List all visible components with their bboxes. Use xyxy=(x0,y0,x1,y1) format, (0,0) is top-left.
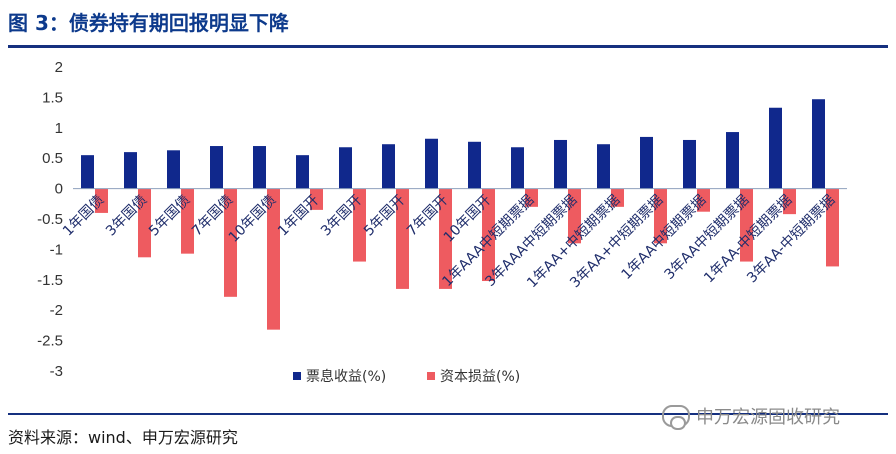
capital-bar xyxy=(138,188,151,258)
capital-bar xyxy=(611,188,624,207)
coupon-bar xyxy=(124,152,137,189)
y-tick-label: -0.5 xyxy=(37,211,63,228)
source-note: 资料来源：wind、申万宏源研究 xyxy=(8,428,238,447)
y-tick-label: 0.5 xyxy=(42,150,63,167)
category-label: 1年国开 xyxy=(275,192,322,239)
coupon-bar xyxy=(81,155,94,189)
watermark: 申万宏源固收研究 xyxy=(662,403,840,430)
y-tick-label: 2 xyxy=(55,59,63,76)
coupon-bar xyxy=(339,147,352,189)
capital-bar xyxy=(740,188,753,262)
y-tick-label: -3 xyxy=(50,363,63,380)
y-tick-label: -1.5 xyxy=(37,272,63,289)
capital-bar xyxy=(826,188,839,267)
capital-bar xyxy=(95,188,108,213)
legend-label: 资本损益(%) xyxy=(440,369,520,385)
capital-bar xyxy=(482,188,495,282)
coupon-bar xyxy=(683,139,696,189)
capital-bar xyxy=(697,188,710,212)
y-tick-label: 0 xyxy=(55,181,63,198)
capital-bar xyxy=(525,188,538,207)
capital-bar xyxy=(568,188,581,244)
capital-bar xyxy=(310,188,323,210)
coupon-bar xyxy=(511,147,524,189)
capital-bar xyxy=(224,188,237,297)
capital-bar xyxy=(783,188,796,215)
legend-label: 票息收益(%) xyxy=(306,368,386,385)
coupon-bar xyxy=(554,139,567,189)
category-label: 1年国债 xyxy=(60,192,107,239)
coupon-bar xyxy=(640,136,653,189)
capital-bar xyxy=(353,188,366,262)
coupon-bar xyxy=(812,99,825,189)
coupon-bar xyxy=(210,146,223,189)
footer-rule xyxy=(8,413,888,415)
coupon-bar xyxy=(296,155,309,189)
title-rule xyxy=(8,45,888,48)
legend-swatch xyxy=(293,372,301,380)
y-tick-label: 1 xyxy=(55,120,63,137)
coupon-bar xyxy=(769,107,782,189)
coupon-bar xyxy=(597,144,610,189)
coupon-bar xyxy=(167,150,180,189)
legend-swatch xyxy=(427,372,435,380)
y-tick-label: 1.5 xyxy=(42,89,63,106)
capital-bar xyxy=(439,188,452,289)
y-tick-label: -2 xyxy=(50,302,63,319)
coupon-bar xyxy=(726,132,739,189)
wechat-icon xyxy=(662,405,690,430)
capital-bar xyxy=(654,188,667,244)
coupon-bar xyxy=(253,146,266,189)
coupon-bar xyxy=(425,138,438,189)
coupon-bar xyxy=(468,141,481,189)
capital-bar xyxy=(267,188,280,330)
y-tick-label: -1 xyxy=(50,241,63,258)
y-tick-label: -2.5 xyxy=(37,333,63,350)
capital-bar xyxy=(181,188,194,254)
chart-title: 图 3：债券持有期回报明显下降 xyxy=(8,11,289,35)
coupon-bar xyxy=(382,144,395,189)
watermark-text: 申万宏源固收研究 xyxy=(696,407,840,428)
capital-bar xyxy=(396,188,409,289)
